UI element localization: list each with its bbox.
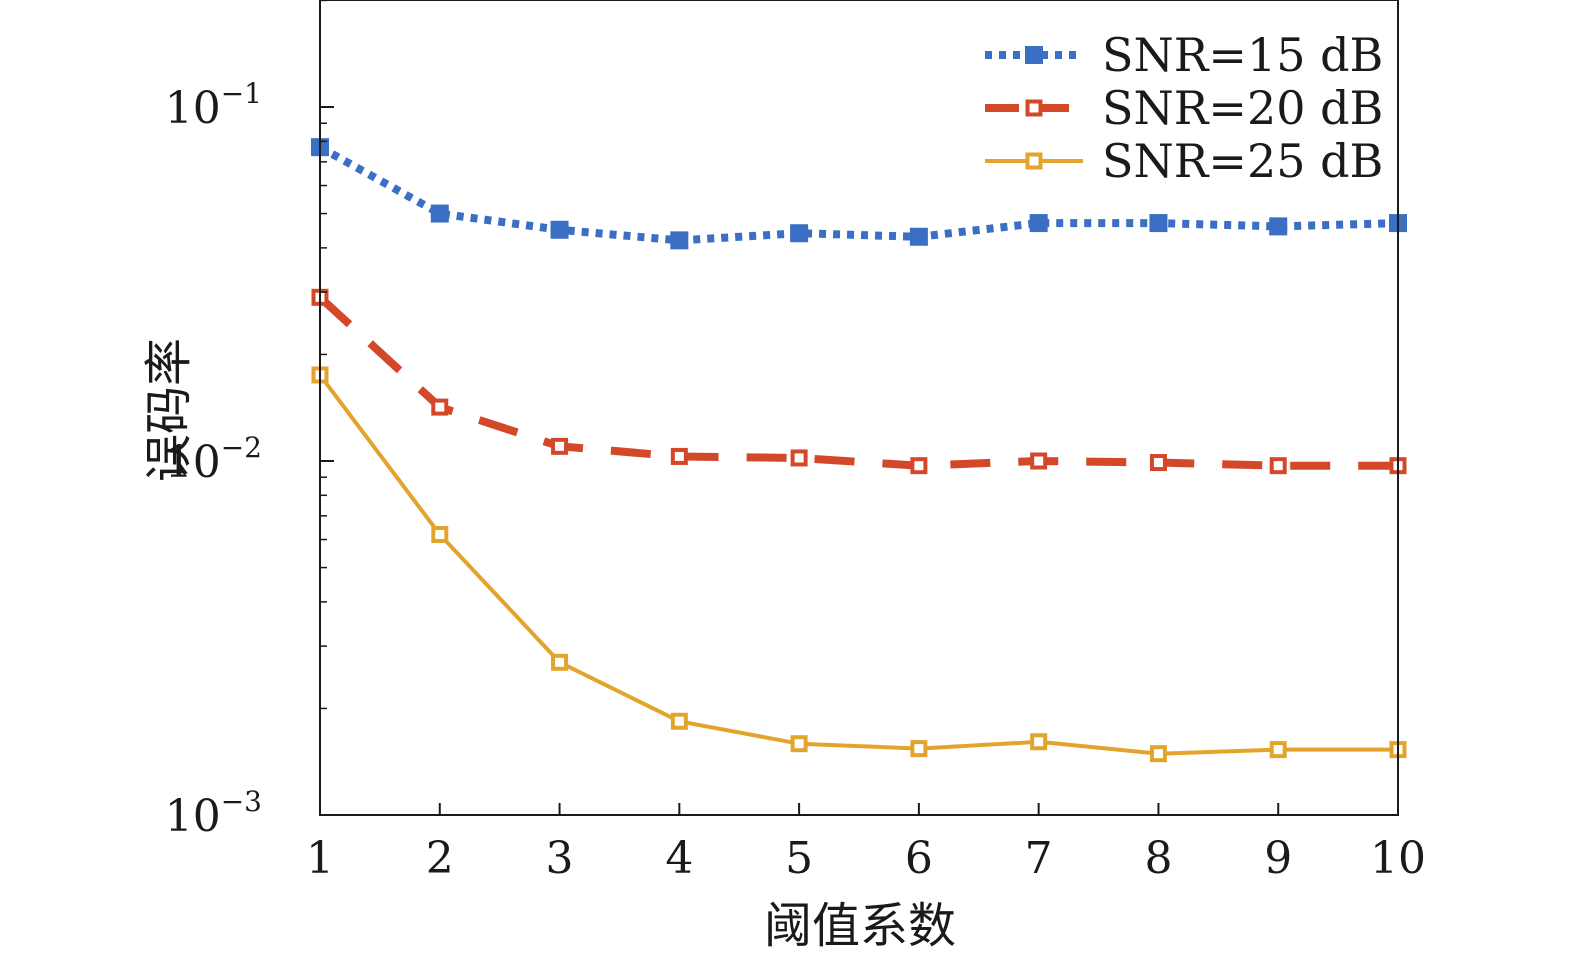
data-point [431,525,449,543]
data-point [430,204,449,223]
data-point [670,231,689,250]
data-point [790,449,808,467]
data-point [1149,745,1167,763]
legend-marker [1025,152,1043,170]
plot-frame [319,0,1399,816]
x-tick-label: 4 [665,833,693,884]
y-axis-label: 误码率 [141,338,197,482]
series-line [318,373,1400,756]
series-line [318,143,1399,245]
legend-marker [1025,46,1043,64]
legend-label: SNR=15 dB [1102,28,1383,82]
data-point [1029,214,1048,233]
x-tick-label: 8 [1144,833,1172,884]
data-point [909,227,928,246]
series-layer [311,138,1407,763]
data-point [1149,214,1168,233]
legend-label: SNR=25 dB [1102,134,1383,188]
data-point [431,398,449,416]
data-point [790,224,809,243]
data-point [790,735,808,753]
data-point [910,740,928,758]
series-3 [311,366,1407,763]
y-tick-label: 10−3 [165,785,262,842]
data-point [670,447,688,465]
series-2 [311,288,1407,475]
x-tick-label: 3 [546,833,574,884]
legend-marker [1025,99,1043,117]
data-point [1269,457,1287,475]
data-point [1030,733,1048,751]
series-line [317,294,1398,470]
x-tick-label: 10 [1370,833,1426,884]
legend-label: SNR=20 dB [1102,81,1383,135]
data-point [910,457,928,475]
series-1 [311,138,1407,250]
x-tick-label: 9 [1264,833,1292,884]
data-point [1149,454,1167,472]
data-point [1030,452,1048,470]
x-tick-label: 5 [785,833,813,884]
y-tick-label: 10−1 [165,77,262,134]
y-tick-label: 10−2 [165,431,262,488]
data-point [670,712,688,730]
ticks-layer: 1 2 3 4 5 6 7 8 9 10 10−1 10−2 10−3 [165,0,1426,884]
data-point [1269,741,1287,759]
data-point [551,653,569,671]
x-axis-label: 阈值系数 [764,898,956,954]
data-point [1269,217,1288,236]
x-tick-label: 1 [306,833,334,884]
data-point [550,220,569,239]
x-tick-label: 7 [1025,833,1053,884]
x-tick-label: 2 [426,833,454,884]
data-point [551,437,569,455]
x-tick-label: 6 [905,833,933,884]
